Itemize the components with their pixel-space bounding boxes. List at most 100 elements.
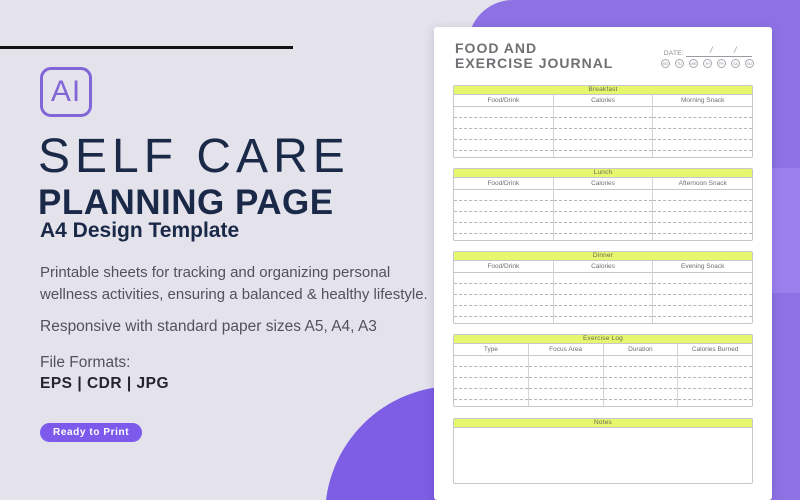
- blank-row: [678, 378, 752, 389]
- blank-row: [553, 284, 653, 295]
- blank-row: [678, 367, 752, 378]
- left-panel: AI SELF CARE PLANNING PAGE A4 Design Tem…: [38, 67, 428, 442]
- page-title: SELF CARE: [38, 130, 350, 183]
- blank-row: [454, 295, 553, 306]
- blank-row: [603, 356, 678, 367]
- table-column: Afternoon Snack: [653, 178, 753, 240]
- blank-row: [553, 201, 653, 212]
- blank-row: [653, 140, 753, 151]
- table-column: Calories Burned: [678, 344, 752, 406]
- column-header: Focus Area: [528, 344, 603, 356]
- blank-row: [653, 306, 753, 317]
- table-column: Duration: [603, 344, 679, 406]
- blank-row: [454, 273, 553, 284]
- column-header: Duration: [603, 344, 678, 356]
- blank-row: [678, 389, 752, 400]
- ai-logo-badge: AI: [40, 67, 92, 117]
- blank-row: [454, 201, 553, 212]
- journal-title-line1: FOOD AND: [455, 40, 538, 56]
- blank-row: [553, 306, 653, 317]
- table-column: Evening Snack: [653, 261, 753, 323]
- day-circle-fr: FR: [717, 59, 726, 68]
- date-slash: /: [734, 45, 737, 55]
- blank-row: [454, 306, 553, 317]
- date-slash: /: [710, 45, 713, 55]
- section-header: Lunch: [454, 169, 752, 178]
- section-header: Notes: [454, 419, 752, 428]
- column-header: Calories: [553, 95, 653, 107]
- table-column: Calories: [553, 95, 654, 157]
- blank-row: [553, 273, 653, 284]
- journal-title-line2: EXERCISE JOURNAL: [455, 55, 614, 71]
- blank-row: [454, 284, 553, 295]
- blank-row: [553, 295, 653, 306]
- column-header: Type: [454, 344, 528, 356]
- table-column: Type: [454, 344, 529, 406]
- blank-row: [653, 129, 753, 140]
- blank-row: [454, 389, 528, 400]
- section-header: Breakfast: [454, 86, 752, 95]
- blank-row: [528, 356, 603, 367]
- column-header: Morning Snack: [653, 95, 753, 107]
- blank-row: [603, 389, 678, 400]
- table-column: Food/Drink: [454, 95, 554, 157]
- blank-row: [553, 118, 653, 129]
- column-header: Food/Drink: [454, 261, 553, 273]
- blank-row: [528, 389, 603, 400]
- table-column: Food/Drink: [454, 178, 554, 240]
- date-field: DATE: / /: [663, 45, 752, 57]
- journal-title: FOOD AND EXERCISE JOURNAL: [455, 41, 613, 71]
- section-dinner: Dinner Food/Drink Calories Evening Snack: [453, 251, 753, 324]
- blank-row: [653, 284, 753, 295]
- day-circle-tu: TU: [675, 59, 684, 68]
- blank-row: [653, 223, 753, 234]
- blank-row: [553, 223, 653, 234]
- blank-row: [653, 201, 753, 212]
- section-header: Exercise Log: [454, 335, 752, 344]
- day-circle-su: SU: [745, 59, 754, 68]
- file-formats-label: File Formats:: [40, 354, 131, 371]
- blank-row: [454, 118, 553, 129]
- column-header: Calories Burned: [678, 344, 752, 356]
- notes-blank-area: [454, 428, 752, 483]
- blank-row: [653, 107, 753, 118]
- weekday-selector: MO TU WE TH FR SA SU: [661, 59, 754, 68]
- column-header: Calories: [553, 261, 653, 273]
- blank-row: [454, 367, 528, 378]
- ready-to-print-button[interactable]: Ready to Print: [40, 423, 143, 442]
- blank-row: [553, 190, 653, 201]
- file-formats-value: EPS | CDR | JPG: [40, 375, 170, 392]
- column-header: Calories: [553, 178, 653, 190]
- blank-row: [653, 190, 753, 201]
- blank-row: [653, 295, 753, 306]
- blank-row: [454, 190, 553, 201]
- table-column: Calories: [553, 178, 654, 240]
- section-header: Dinner: [454, 252, 752, 261]
- day-circle-sa: SA: [731, 59, 740, 68]
- blank-row: [653, 212, 753, 223]
- blank-row: [454, 212, 553, 223]
- section-exercise-log: Exercise Log Type Focus Area Duration Ca…: [453, 334, 753, 407]
- blank-row: [454, 223, 553, 234]
- column-header: Food/Drink: [454, 178, 553, 190]
- journal-page-preview: FOOD AND EXERCISE JOURNAL DATE: / / MO T…: [434, 27, 772, 500]
- section-notes: Notes: [453, 418, 753, 484]
- description-text: Printable sheets for tracking and organi…: [40, 264, 428, 303]
- blank-row: [653, 118, 753, 129]
- column-header: Afternoon Snack: [653, 178, 753, 190]
- top-accent-line: [0, 46, 293, 49]
- blank-row: [553, 140, 653, 151]
- blank-row: [553, 212, 653, 223]
- blank-row: [454, 378, 528, 389]
- section-breakfast: Breakfast Food/Drink Calories Morning Sn…: [453, 85, 753, 158]
- page-subtitle: PLANNING PAGE: [38, 183, 334, 222]
- column-header: Evening Snack: [653, 261, 753, 273]
- blank-row: [454, 140, 553, 151]
- blank-row: [653, 273, 753, 284]
- variant-label: A4 Design Template: [40, 219, 240, 242]
- day-circle-mo: MO: [661, 59, 670, 68]
- blank-row: [528, 367, 603, 378]
- date-label: DATE:: [663, 50, 684, 57]
- blank-row: [678, 356, 752, 367]
- date-blank-line: / /: [686, 45, 752, 57]
